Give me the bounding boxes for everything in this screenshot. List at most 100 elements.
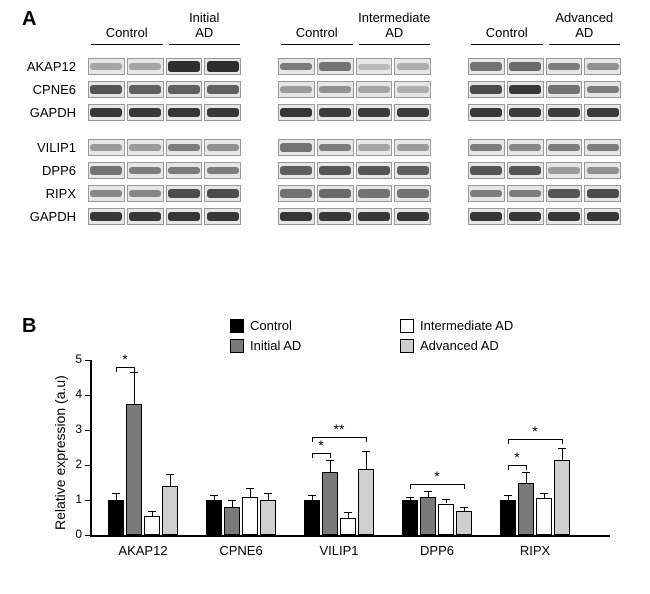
header-underline (471, 44, 543, 45)
legend-label: Control (250, 318, 292, 333)
y-tick (85, 535, 90, 536)
western-blot-band (394, 104, 431, 121)
protein-label: GAPDH (18, 209, 76, 224)
significance-bracket (508, 439, 562, 440)
western-blot-band (166, 104, 203, 121)
significance-label: * (532, 423, 537, 439)
western-blot-band (88, 58, 125, 75)
error-bar (268, 493, 269, 500)
x-category-label: VILIP1 (319, 543, 358, 558)
header-underline (359, 44, 431, 45)
significance-tick (562, 439, 563, 444)
error-bar (232, 500, 233, 507)
error-cap (540, 493, 548, 494)
y-axis-label: Relative expression (a.u) (52, 375, 68, 530)
western-blot-band (204, 139, 241, 156)
blot-group-header: IntermediateAD (349, 10, 439, 40)
significance-tick (330, 453, 331, 458)
western-blot-band (356, 162, 393, 179)
western-blot-band (584, 81, 621, 98)
significance-label: * (434, 468, 439, 484)
protein-label: AKAP12 (18, 59, 76, 74)
western-blot-band (166, 139, 203, 156)
significance-label: * (122, 351, 127, 367)
significance-tick (464, 484, 465, 489)
western-blot-band (204, 81, 241, 98)
x-category-label: RIPX (520, 543, 550, 558)
significance-tick (312, 437, 313, 442)
error-cap (344, 512, 352, 513)
western-blot-band (468, 208, 505, 225)
bar (402, 500, 418, 535)
western-blot-band (166, 81, 203, 98)
western-blot-band (394, 81, 431, 98)
western-blot-band (546, 81, 583, 98)
western-blot-band (468, 162, 505, 179)
western-blot-band (394, 185, 431, 202)
error-cap (406, 497, 414, 498)
error-bar (116, 493, 117, 500)
western-blot-band (546, 185, 583, 202)
legend-item: Control (230, 318, 292, 333)
western-blot-band (88, 104, 125, 121)
significance-bracket (116, 367, 134, 368)
bar (518, 483, 534, 536)
error-cap (558, 448, 566, 449)
blot-group-header: Control (462, 25, 552, 40)
y-tick-label: 5 (62, 352, 82, 366)
western-blot-band (394, 162, 431, 179)
western-blot-band (507, 81, 544, 98)
legend-swatch (400, 339, 414, 353)
western-blot-band (584, 162, 621, 179)
panel-b-label: B (22, 315, 36, 338)
blot-group-header: Control (272, 25, 362, 40)
bar (420, 497, 436, 536)
bar (340, 518, 356, 536)
error-cap (308, 495, 316, 496)
western-blot-band (584, 185, 621, 202)
western-blot-band (317, 104, 354, 121)
bar (162, 486, 178, 535)
x-category-label: DPP6 (420, 543, 454, 558)
x-category-label: CPNE6 (219, 543, 262, 558)
y-tick (85, 465, 90, 466)
bar (126, 404, 142, 535)
protein-label: CPNE6 (18, 82, 76, 97)
legend-label: Intermediate AD (420, 318, 513, 333)
bar-chart: 012345Relative expression (a.u)AKAP12CPN… (90, 360, 610, 535)
western-blot-band (546, 58, 583, 75)
western-blot-band (584, 104, 621, 121)
western-blot-band (356, 104, 393, 121)
western-blot-band (317, 185, 354, 202)
western-blot-band (204, 162, 241, 179)
y-tick (85, 430, 90, 431)
significance-label: * (514, 449, 519, 465)
western-blot-band (88, 162, 125, 179)
western-blot-band (507, 139, 544, 156)
legend-swatch (400, 319, 414, 333)
western-blot-band (317, 162, 354, 179)
western-blot-band (127, 139, 164, 156)
legend-item: Intermediate AD (400, 318, 513, 333)
significance-tick (116, 367, 117, 372)
legend-item: Advanced AD (400, 338, 499, 353)
y-tick (85, 360, 90, 361)
header-underline (281, 44, 353, 45)
western-blot-band (127, 58, 164, 75)
western-blot-band (468, 81, 505, 98)
western-blot-band (584, 208, 621, 225)
bar (206, 500, 222, 535)
western-blot-band (356, 58, 393, 75)
western-blot-band (166, 185, 203, 202)
y-axis (90, 360, 92, 535)
western-blot-band (127, 104, 164, 121)
western-blot-band (204, 58, 241, 75)
western-blot-band (584, 139, 621, 156)
header-underline (169, 44, 241, 45)
error-cap (504, 495, 512, 496)
error-bar (250, 488, 251, 497)
legend-label: Initial AD (250, 338, 301, 353)
header-underline (91, 44, 163, 45)
error-cap (112, 493, 120, 494)
western-blot-band (468, 58, 505, 75)
